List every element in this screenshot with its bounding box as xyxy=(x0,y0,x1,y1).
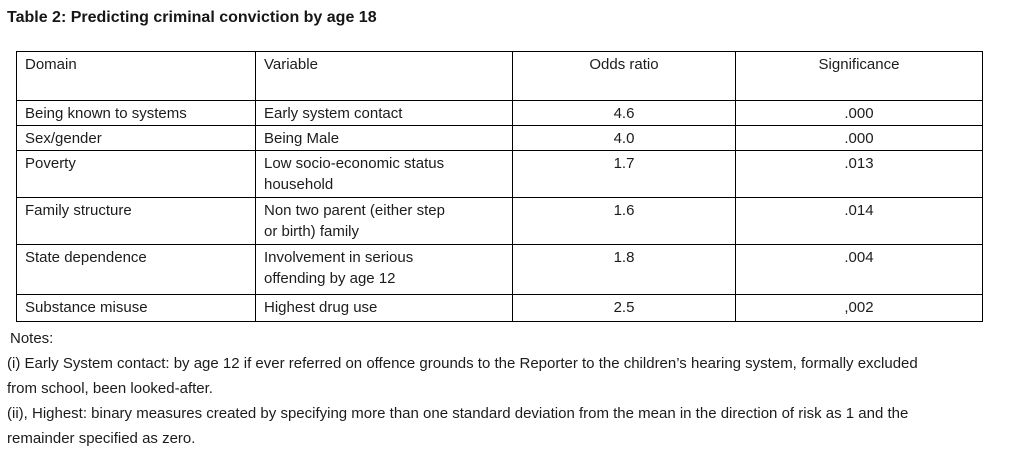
table-row: Substance misuse Highest drug use 2.5 ,0… xyxy=(16,294,983,322)
cell-variable: Non two parent (either step or birth) fa… xyxy=(255,197,513,245)
cell-odds-ratio: 2.5 xyxy=(512,294,736,322)
cell-significance: .000 xyxy=(735,125,983,151)
cell-domain: Sex/gender xyxy=(16,125,256,151)
column-header-significance: Significance xyxy=(735,51,983,101)
table-row: Poverty Low socio-economic status househ… xyxy=(16,150,983,198)
cell-domain: Family structure xyxy=(16,197,256,245)
note-item: (i) Early System contact: by age 12 if e… xyxy=(7,355,918,397)
cell-significance: .004 xyxy=(735,244,983,295)
cell-variable: Early system contact xyxy=(255,100,513,126)
table-title: Table 2: Predicting criminal conviction … xyxy=(7,9,377,26)
cell-odds-ratio: 4.6 xyxy=(512,100,736,126)
cell-domain: Being known to systems xyxy=(16,100,256,126)
cell-domain: State dependence xyxy=(16,244,256,295)
column-header-odds-ratio: Odds ratio xyxy=(512,51,736,101)
column-header-domain: Domain xyxy=(16,51,256,101)
note-item: (ii), Highest: binary measures created b… xyxy=(7,405,909,447)
cell-variable: Highest drug use xyxy=(255,294,513,322)
table-row: Being known to systems Early system cont… xyxy=(16,100,983,126)
cell-variable: Involvement in serious offending by age … xyxy=(255,244,513,295)
cell-odds-ratio: 1.8 xyxy=(512,244,736,295)
document-page: Table 2: Predicting criminal conviction … xyxy=(0,8,1033,451)
cell-odds-ratio: 1.6 xyxy=(512,197,736,245)
cell-significance: .013 xyxy=(735,150,983,198)
cell-variable: Low socio-economic status household xyxy=(255,150,513,198)
cell-variable: Being Male xyxy=(255,125,513,151)
results-table: Domain Variable Odds ratio Significance … xyxy=(16,51,983,322)
table-header-row: Domain Variable Odds ratio Significance xyxy=(16,51,983,101)
cell-domain: Substance misuse xyxy=(16,294,256,322)
cell-domain: Poverty xyxy=(16,150,256,198)
cell-significance: .000 xyxy=(735,100,983,126)
table-row: Family structure Non two parent (either … xyxy=(16,197,983,245)
table-row: Sex/gender Being Male 4.0 .000 xyxy=(16,125,983,151)
cell-odds-ratio: 1.7 xyxy=(512,150,736,198)
column-header-variable: Variable xyxy=(255,51,513,101)
cell-significance: .014 xyxy=(735,197,983,245)
cell-odds-ratio: 4.0 xyxy=(512,125,736,151)
table-row: State dependence Involvement in serious … xyxy=(16,244,983,295)
notes-section: Notes: (i) Early System contact: by age … xyxy=(7,326,1019,451)
cell-significance: ,002 xyxy=(735,294,983,322)
notes-label: Notes: xyxy=(10,330,54,347)
